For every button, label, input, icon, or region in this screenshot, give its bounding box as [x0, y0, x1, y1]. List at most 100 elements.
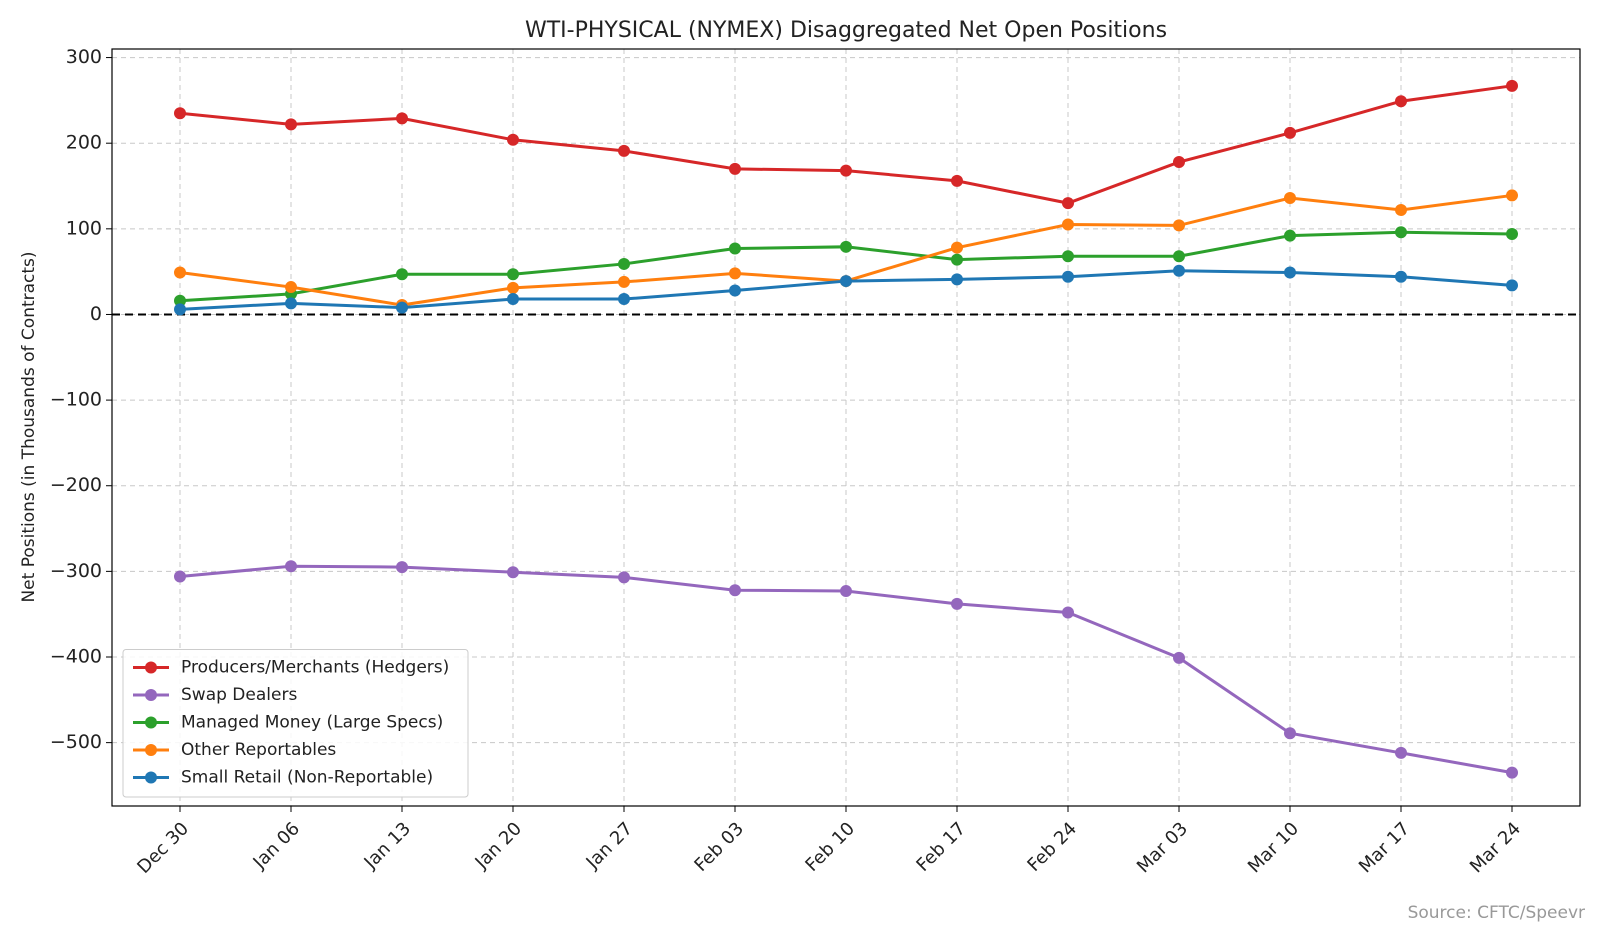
point — [174, 294, 186, 307]
point — [1395, 203, 1407, 216]
point — [1284, 126, 1296, 139]
chart-title: WTI-PHYSICAL (NYMEX) Disaggregated Net O… — [525, 18, 1167, 43]
point — [1284, 229, 1296, 242]
x-tick-label: Feb 24 — [1023, 818, 1081, 876]
x-tick-label: Mar 24 — [1466, 818, 1525, 877]
point — [618, 144, 630, 157]
point — [285, 118, 297, 131]
point — [1284, 266, 1296, 279]
legend-label: Other Reportables — [181, 740, 336, 760]
y-tick-label: 0 — [90, 303, 102, 325]
source-note: Source: CFTC/Speevr — [1408, 903, 1585, 923]
point — [840, 585, 852, 598]
x-tick-label: Jan 06 — [249, 818, 304, 873]
point — [951, 597, 963, 610]
y-tick-label: 300 — [66, 46, 102, 68]
point — [1284, 727, 1296, 740]
y-tick-label: −500 — [50, 731, 102, 753]
y-tick-label: 100 — [66, 217, 102, 239]
point — [174, 570, 186, 583]
point — [951, 241, 963, 254]
point — [285, 281, 297, 294]
point — [1173, 651, 1185, 664]
point — [729, 162, 741, 175]
legend-marker — [145, 771, 157, 784]
x-tick-label: Feb 03 — [690, 818, 748, 876]
point — [618, 571, 630, 584]
point — [285, 560, 297, 573]
x-tick-label: Dec 30 — [133, 818, 193, 878]
legend-marker — [145, 716, 157, 729]
point — [951, 273, 963, 286]
point — [840, 240, 852, 253]
point — [1506, 227, 1518, 240]
point — [507, 133, 519, 146]
point — [1062, 218, 1074, 231]
x-tick-label: Mar 17 — [1355, 818, 1414, 877]
point — [729, 284, 741, 297]
point — [174, 266, 186, 279]
point — [507, 268, 519, 281]
point — [396, 112, 408, 125]
point — [840, 164, 852, 177]
point — [1395, 270, 1407, 283]
x-tick-label: Feb 17 — [912, 818, 970, 876]
y-tick-label: 200 — [66, 132, 102, 154]
point — [396, 268, 408, 281]
y-tick-label: −100 — [50, 389, 102, 411]
point — [1506, 79, 1518, 92]
point — [507, 566, 519, 579]
point — [396, 561, 408, 574]
point — [1062, 197, 1074, 210]
y-tick-label: −300 — [50, 560, 102, 582]
point — [174, 107, 186, 120]
point — [1173, 264, 1185, 277]
point — [1506, 189, 1518, 202]
point — [1284, 192, 1296, 205]
point — [1062, 250, 1074, 263]
y-tick-label: −400 — [50, 645, 102, 667]
legend-label: Managed Money (Large Specs) — [181, 713, 443, 733]
point — [618, 257, 630, 270]
point — [507, 293, 519, 306]
point — [396, 301, 408, 314]
x-tick-label: Feb 10 — [801, 818, 859, 876]
point — [1062, 606, 1074, 619]
x-tick-label: Jan 13 — [360, 818, 415, 873]
point — [1173, 219, 1185, 232]
point — [1395, 95, 1407, 108]
x-tick-label: Jan 20 — [471, 818, 526, 873]
legend-label: Swap Dealers — [181, 685, 297, 705]
point — [618, 293, 630, 306]
legend-marker — [145, 744, 157, 756]
legend-label: Producers/Merchants (Hedgers) — [181, 658, 449, 678]
point — [729, 267, 741, 280]
point — [1395, 746, 1407, 759]
x-tick-label: Mar 10 — [1244, 818, 1303, 877]
point — [507, 281, 519, 294]
point — [1506, 279, 1518, 292]
point — [951, 253, 963, 266]
y-tick-label: −200 — [50, 474, 102, 496]
point — [840, 275, 852, 288]
legend-box — [122, 649, 469, 798]
point — [951, 174, 963, 187]
point — [174, 303, 186, 316]
point — [1173, 250, 1185, 263]
point — [618, 275, 630, 288]
plot-frame — [111, 48, 1581, 807]
legend-marker — [145, 689, 157, 701]
legend-marker — [145, 661, 157, 674]
x-tick-label: Mar 03 — [1133, 818, 1192, 877]
point — [1506, 766, 1518, 779]
point — [1062, 270, 1074, 283]
point — [1173, 156, 1185, 169]
legend-label: Small Retail (Non-Reportable) — [181, 768, 433, 788]
point — [285, 297, 297, 310]
x-tick-label: Jan 27 — [582, 818, 637, 873]
y-axis-label: Net Positions (in Thousands of Contracts… — [19, 251, 39, 602]
point — [729, 584, 741, 597]
point — [729, 242, 741, 255]
point — [1395, 226, 1407, 239]
